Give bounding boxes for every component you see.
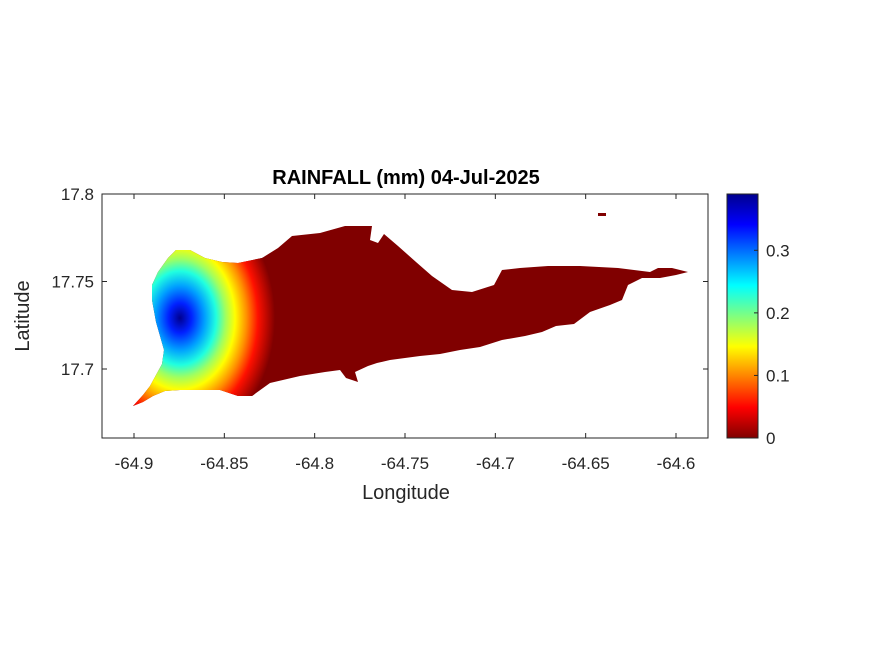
y-axis-label: Latitude: [12, 280, 34, 351]
x-tick-label: -64.9: [115, 454, 154, 473]
x-tick-label: -64.75: [381, 454, 429, 473]
colorbar-tick-label: 0.2: [766, 304, 790, 323]
chart-title: RAINFALL (mm) 04-Jul-2025: [272, 167, 539, 189]
y-tick-label: 17.75: [51, 273, 94, 292]
y-tick-label: 17.8: [61, 185, 94, 204]
y-tick-label: 17.7: [61, 360, 94, 379]
x-tick-label: -64.7: [476, 454, 515, 473]
x-tick-label: -64.8: [295, 454, 334, 473]
x-axis: -64.9 -64.85 -64.8 -64.75 -64.7 -64.65 -64.6: [115, 194, 696, 473]
y-axis: 17.7 17.75 17.8: [51, 185, 708, 379]
colorbar: 0 0.1 0.2 0.3: [726, 193, 790, 448]
x-axis-label: Longitude: [362, 482, 450, 504]
x-tick-label: -64.85: [200, 454, 248, 473]
x-tick-label: -64.6: [657, 454, 696, 473]
x-tick-label: -64.65: [562, 454, 610, 473]
colorbar-tick-label: 0.1: [766, 366, 790, 385]
islet: [598, 213, 606, 216]
colorbar-border: [726, 193, 759, 439]
colorbar-gradient: [727, 194, 758, 438]
colorbar-tick-label: 0: [766, 429, 775, 448]
plot-area: [101, 193, 709, 439]
colorbar-ticks: 0 0.1 0.2 0.3: [754, 241, 790, 448]
colorbar-tick-label: 0.3: [766, 241, 790, 260]
